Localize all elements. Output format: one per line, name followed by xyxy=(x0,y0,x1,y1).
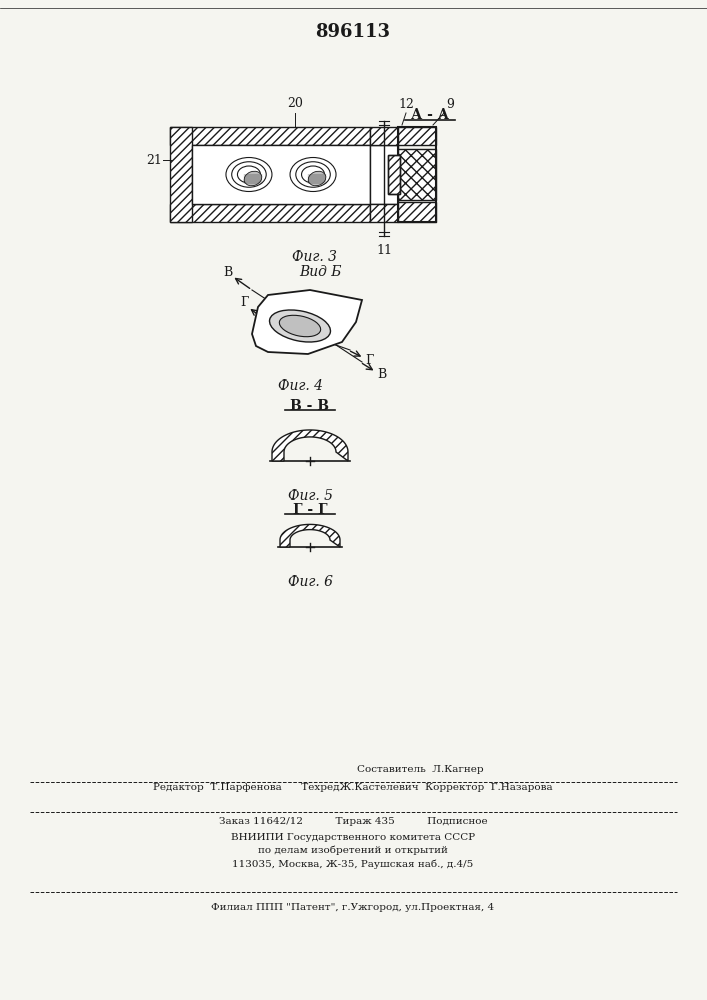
Text: Фиг. 4: Фиг. 4 xyxy=(278,379,322,393)
Ellipse shape xyxy=(308,171,326,186)
Bar xyxy=(388,155,400,194)
Text: Г - Г: Г - Г xyxy=(293,503,327,517)
Bar xyxy=(398,127,436,145)
Bar xyxy=(170,204,370,222)
Bar xyxy=(388,155,400,194)
Text: 113035, Москва, Ж-35, Раушская наб., д.4/5: 113035, Москва, Ж-35, Раушская наб., д.4… xyxy=(233,859,474,869)
Polygon shape xyxy=(252,290,362,354)
Bar xyxy=(398,127,436,222)
Polygon shape xyxy=(280,524,340,547)
Text: 9: 9 xyxy=(446,98,454,111)
Text: В: В xyxy=(378,368,387,381)
Text: Фиг. 5: Фиг. 5 xyxy=(288,489,332,503)
Text: Г: Г xyxy=(240,296,248,310)
Text: 20: 20 xyxy=(287,97,303,110)
Ellipse shape xyxy=(279,315,321,337)
Text: 21: 21 xyxy=(146,153,162,166)
Bar xyxy=(192,145,370,204)
Bar xyxy=(370,204,398,222)
Bar xyxy=(370,127,398,145)
Text: В: В xyxy=(223,266,233,279)
Polygon shape xyxy=(272,430,348,461)
Text: Г: Г xyxy=(365,355,373,367)
Text: ВНИИПИ Государственного комитета СССР: ВНИИПИ Государственного комитета СССР xyxy=(231,832,475,842)
Text: Составитель  Л.Кагнер: Составитель Л.Кагнер xyxy=(357,766,484,774)
Text: Филиал ППП "Патент", г.Ужгород, ул.Проектная, 4: Филиал ППП "Патент", г.Ужгород, ул.Проек… xyxy=(211,902,495,912)
Text: Фиг. 3: Фиг. 3 xyxy=(293,250,337,264)
Text: А - А: А - А xyxy=(411,108,449,122)
Text: Заказ 11642/12          Тираж 435          Подписное: Заказ 11642/12 Тираж 435 Подписное xyxy=(218,818,487,826)
Text: В - В: В - В xyxy=(291,399,329,413)
Ellipse shape xyxy=(269,310,330,342)
Text: Редактор  Т.Парфенова      ТехредЖ.Кастелевич  Корректор  Г.Назарова: Редактор Т.Парфенова ТехредЖ.Кастелевич … xyxy=(153,784,553,792)
Bar xyxy=(398,202,436,222)
Bar xyxy=(370,145,398,204)
Bar xyxy=(170,127,370,145)
Text: Вид Б: Вид Б xyxy=(299,265,341,279)
Ellipse shape xyxy=(244,171,262,186)
Text: по делам изобретений и открытий: по делам изобретений и открытий xyxy=(258,845,448,855)
Text: 896113: 896113 xyxy=(315,23,390,41)
Text: Фиг. 6: Фиг. 6 xyxy=(288,575,332,589)
Bar xyxy=(398,149,436,200)
Text: 11: 11 xyxy=(376,244,392,257)
Text: 12: 12 xyxy=(398,98,414,111)
Bar xyxy=(170,127,192,222)
